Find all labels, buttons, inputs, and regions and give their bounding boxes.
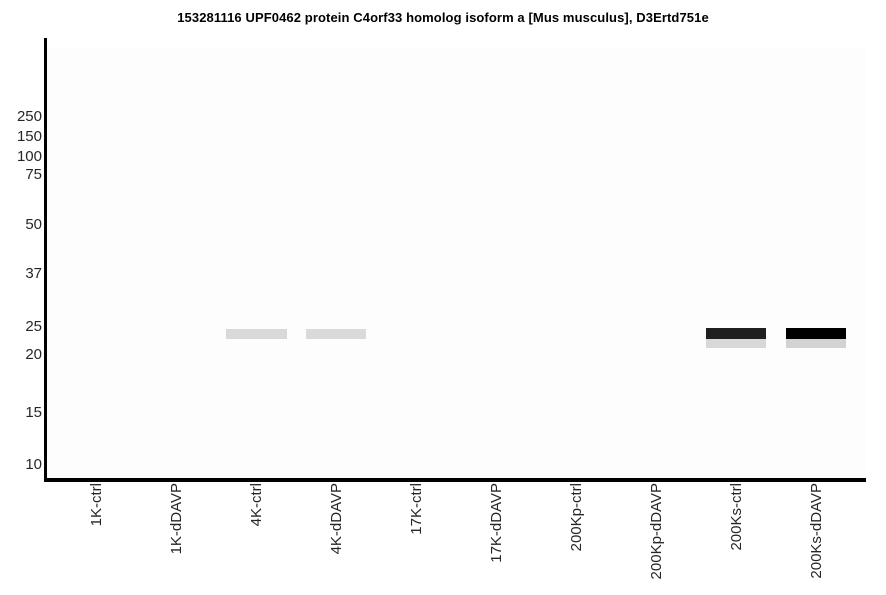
lane-label: 200Kp-dDAVP [648, 483, 665, 580]
lane-label: 1K-dDAVP [168, 483, 185, 555]
protein-band [786, 339, 846, 348]
y-axis-tick-label: 250 [16, 108, 42, 125]
y-axis-tick-label: 20 [25, 346, 42, 363]
chart-title: 153281116 UPF0462 protein C4orf33 homolo… [177, 10, 709, 25]
protein-band [706, 328, 766, 339]
y-axis-tick-label: 10 [25, 456, 42, 473]
lane-label: 200Ks-ctrl [728, 483, 745, 551]
lane-label: 17K-dDAVP [488, 483, 505, 563]
lane-label: 17K-ctrl [408, 483, 425, 535]
lane-label: 4K-ctrl [248, 483, 265, 527]
plot-area [47, 49, 866, 478]
y-axis-tick-label: 15 [25, 404, 42, 421]
lane-label: 200Ks-dDAVP [808, 483, 825, 579]
x-axis [44, 478, 866, 482]
protein-band [226, 329, 287, 339]
lane-label: 1K-ctrl [88, 483, 105, 527]
protein-band [786, 328, 846, 339]
protein-band [706, 339, 766, 348]
y-axis-tick-label: 37 [25, 265, 42, 282]
y-axis-tick-label: 150 [16, 128, 42, 145]
y-axis-tick-label: 50 [25, 216, 42, 233]
y-axis-tick-label: 75 [25, 166, 42, 183]
y-axis [44, 38, 47, 482]
y-axis-tick-label: 25 [25, 318, 42, 335]
lane-label: 4K-dDAVP [328, 483, 345, 555]
lane-label: 200Kp-ctrl [568, 483, 585, 552]
y-axis-tick-label: 100 [16, 148, 42, 165]
protein-band [306, 329, 366, 339]
